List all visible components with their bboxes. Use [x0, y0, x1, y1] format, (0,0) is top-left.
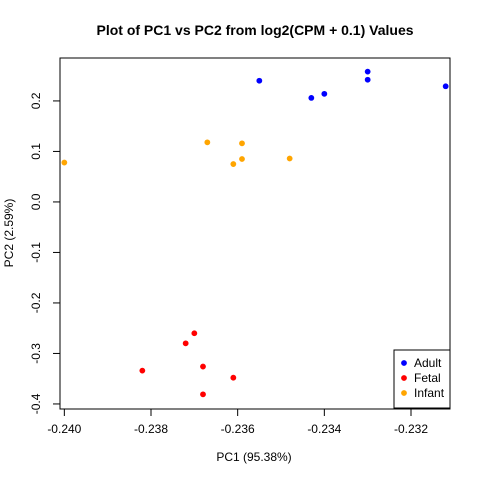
y-tick-label: -0.2: [29, 292, 43, 313]
legend-marker-fetal: [401, 375, 407, 381]
data-point-infant: [61, 159, 68, 166]
data-point-fetal: [230, 374, 237, 381]
data-point-infant: [230, 161, 237, 167]
x-axis: -0.240 -0.238 -0.236 -0.234 -0.232: [47, 408, 428, 436]
data-points: [61, 68, 449, 398]
data-point-fetal: [200, 363, 206, 370]
legend-label-infant: Infant: [414, 386, 445, 400]
data-point-adult: [256, 77, 263, 84]
data-point-infant: [286, 155, 293, 162]
x-axis-label: PC1 (95.38%): [216, 450, 291, 464]
chart-title: Plot of PC1 vs PC2 from log2(CPM + 0.1) …: [96, 22, 413, 38]
y-axis: -0.4 -0.3 -0.2 -0.1 0.0 0.1 0.2: [29, 92, 61, 414]
y-tick-label: -0.1: [29, 242, 43, 263]
data-point-adult: [364, 76, 371, 83]
legend-marker-infant: [401, 390, 407, 396]
data-point-infant: [239, 140, 245, 147]
data-point-fetal: [191, 330, 198, 337]
y-axis-label: PC2 (2.59%): [2, 199, 16, 268]
data-point-adult: [442, 83, 449, 90]
x-tick-label: -0.232: [394, 422, 428, 436]
x-tick-label: -0.240: [47, 422, 81, 436]
y-tick-label: 0.1: [29, 143, 43, 160]
data-point-fetal: [200, 391, 206, 398]
y-tick-label: 0.2: [29, 92, 43, 109]
legend-marker-adult: [401, 360, 407, 366]
y-tick-label: -0.3: [29, 343, 43, 364]
data-point-fetal: [182, 340, 189, 347]
y-tick-label: -0.4: [29, 393, 43, 414]
data-point-fetal: [139, 367, 146, 374]
x-tick-label: -0.236: [221, 422, 255, 436]
data-point-adult: [308, 94, 315, 101]
data-point-adult: [321, 90, 328, 97]
plot-area-frame: [59, 57, 451, 410]
x-tick-label: -0.238: [134, 422, 168, 436]
data-point-adult: [364, 68, 371, 75]
data-point-infant: [239, 156, 245, 162]
x-tick-label: -0.234: [307, 422, 341, 436]
legend-label-adult: Adult: [414, 356, 442, 370]
legend-label-fetal: Fetal: [414, 371, 441, 385]
y-tick-label: 0.0: [29, 193, 43, 210]
data-point-infant: [204, 139, 211, 146]
